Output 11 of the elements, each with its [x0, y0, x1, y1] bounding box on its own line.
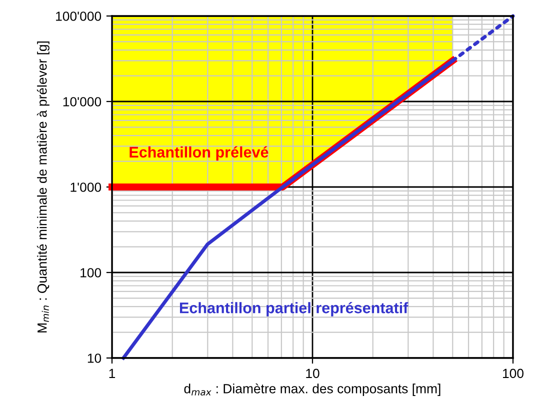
y-tick-label: 10 [88, 354, 102, 363]
x-tick-label: 1 [109, 368, 116, 378]
y-tick-label: 100'000 [56, 12, 102, 21]
y-tick-label: 10'000 [63, 97, 102, 106]
x-axis-title: d$_{max}$ : Diamètre max. des composants [mm] [184, 383, 440, 396]
y-tick-label: 1'000 [70, 182, 102, 192]
y-axis-title: M$_{min}$ : Quantité minimale de matière à prélever [g] [36, 41, 50, 332]
x-tick-label: 100 [503, 368, 524, 378]
x-tick-label: 10 [306, 368, 320, 378]
y-tick-label: 100 [80, 268, 102, 278]
series-label: Echantillon partiel représentatif [180, 302, 408, 316]
